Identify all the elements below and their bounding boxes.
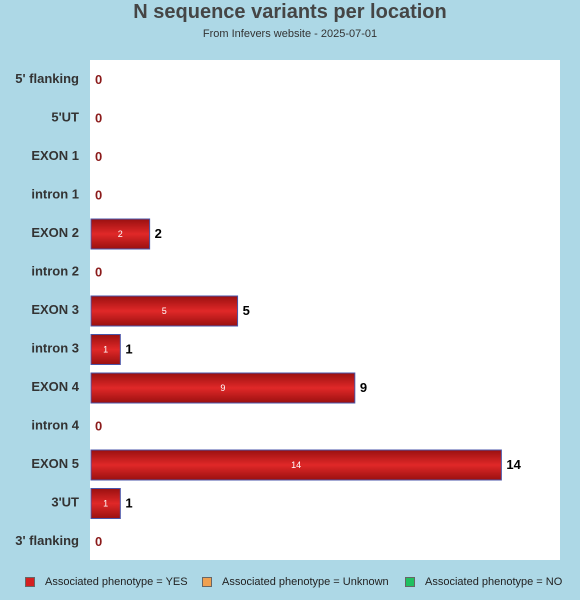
category-label-5-flanking: 5' flanking <box>15 71 79 86</box>
category-label-exon-4: EXON 4 <box>31 379 79 394</box>
bar-value-label-exon-3: 5 <box>162 306 167 316</box>
total-label-intron-1: 0 <box>95 188 102 203</box>
total-label-exon-3: 5 <box>243 303 250 318</box>
bar-exon-3 <box>90 295 239 327</box>
chart-subtitle: From Infevers website - 2025-07-01 <box>202 28 378 40</box>
bar-3-ut <box>90 488 121 519</box>
category-label-exon-5: EXON 5 <box>31 456 79 471</box>
total-label-intron-2: 0 <box>95 265 102 280</box>
category-label-exon-2: EXON 2 <box>31 225 79 240</box>
total-label-exon-5: 14 <box>506 457 521 472</box>
chart-title: N sequence variants per location <box>133 1 447 23</box>
bar-value-label-exon-2: 2 <box>118 229 123 239</box>
bar-exon-5 <box>90 449 502 481</box>
legend-item-no: Associated phenotype = NO <box>405 576 562 588</box>
bar-value-label-intron-3: 1 <box>103 345 108 355</box>
bar-value-label-exon-4: 9 <box>220 383 225 393</box>
total-label-exon-1: 0 <box>95 149 102 164</box>
legend-swatch-unknown <box>202 577 212 588</box>
total-label-exon-4: 9 <box>360 380 367 395</box>
legend-item-unknown: Associated phenotype = Unknown <box>202 576 389 588</box>
category-label-intron-3: intron 3 <box>31 341 79 356</box>
total-label-exon-2: 2 <box>155 226 162 241</box>
category-label-intron-1: intron 1 <box>31 187 79 202</box>
category-label-3-ut: 3'UT <box>51 495 79 510</box>
total-label-5-flanking: 0 <box>95 72 102 87</box>
total-label-3-flanking: 0 <box>95 534 102 549</box>
category-label-intron-4: intron 4 <box>31 418 79 433</box>
total-label-intron-3: 1 <box>125 342 132 357</box>
bar-value-label-3-ut: 1 <box>103 499 108 509</box>
bar-exon-4 <box>90 372 356 404</box>
legend-item-yes: Associated phenotype = YES <box>25 576 188 588</box>
total-label-intron-4: 0 <box>95 419 102 434</box>
bar-value-label-exon-5: 14 <box>291 460 301 470</box>
category-label-intron-2: intron 2 <box>31 264 79 279</box>
legend-swatch-yes <box>25 577 35 588</box>
total-label-5-ut: 0 <box>95 111 102 126</box>
legend-label-no: Associated phenotype = NO <box>425 576 563 588</box>
legend: Associated phenotype = YES Associated ph… <box>0 576 580 590</box>
legend-label-yes: Associated phenotype = YES <box>45 576 188 588</box>
legend-label-unknown: Associated phenotype = Unknown <box>222 576 389 588</box>
legend-swatch-no <box>405 577 415 588</box>
category-label-exon-3: EXON 3 <box>31 302 79 317</box>
bar-exon-2 <box>90 218 151 250</box>
category-label-3-flanking: 3' flanking <box>15 533 79 548</box>
category-label-5-ut: 5'UT <box>51 110 79 125</box>
total-label-3-ut: 1 <box>125 496 132 511</box>
category-label-exon-1: EXON 1 <box>31 148 79 163</box>
bar-intron-3 <box>90 334 121 365</box>
